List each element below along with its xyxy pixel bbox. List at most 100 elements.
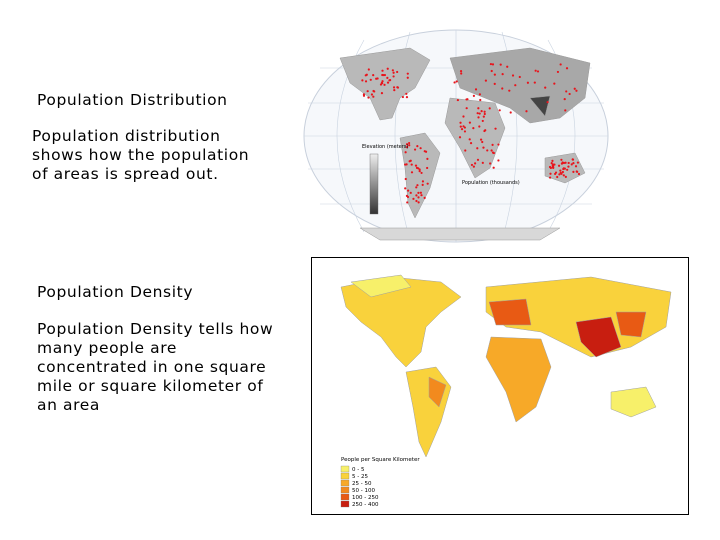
legend-label: 5 - 25 [352,474,368,480]
legend-swatch [340,465,350,473]
dot [415,194,418,197]
dot [472,165,475,168]
dot [509,111,512,114]
dot [459,70,463,73]
dot [468,121,472,124]
dot [550,162,553,165]
dot [417,167,420,170]
body-line: many people are [37,339,178,357]
dot [551,159,554,162]
dot [392,75,395,78]
dot [553,82,556,85]
dot [426,182,429,185]
dot [392,86,396,89]
dot [412,197,415,200]
dot [408,144,411,147]
dot [564,175,567,178]
dot [525,110,528,113]
dot [396,86,399,89]
dot [416,145,419,148]
dot [491,63,495,66]
dot [469,142,473,145]
dot [419,147,422,150]
legend-label: 50 - 100 [352,488,375,494]
dot [497,159,500,162]
dot [478,93,481,96]
legend-swatch [340,500,350,508]
dot [572,162,575,165]
dot [372,74,375,77]
dot [493,73,496,76]
dot [549,176,552,179]
dot [381,69,384,72]
density-map: People per Square Kilometer 0 - 55 - 252… [311,257,689,515]
body-line: Population Density tells how [37,320,274,338]
dot [534,69,537,72]
dot [559,63,562,66]
legend-label: 0 - 5 [352,467,365,473]
dot [568,92,571,96]
dot [565,67,569,70]
body: Population distribution shows how the po… [32,127,249,184]
dot [564,109,567,112]
dot [570,163,573,166]
dot [386,81,390,84]
dot [551,165,554,169]
dot [421,180,425,183]
dot [483,110,486,113]
dot [558,173,561,176]
dot [474,88,478,91]
dot [426,166,429,170]
heading: Population Distribution [37,91,228,109]
dot [536,70,540,73]
dot [499,63,502,66]
dot [408,160,411,163]
dot [476,112,479,115]
legend-swatch [340,472,350,480]
dot [479,138,483,141]
body: Population Density tells how many people… [37,320,273,415]
dot [575,89,578,92]
dot [482,115,485,118]
dot [466,98,469,101]
dot [460,128,464,131]
dot [382,73,385,77]
dot [419,191,422,194]
legend-label: 250 - 400 [352,502,379,508]
dot [389,78,392,82]
dot [476,147,479,150]
body-line: mile or square kilometer of [37,377,264,395]
dot [362,94,366,97]
dot [421,183,424,186]
dot [574,165,578,168]
dot [418,170,421,173]
dot [493,82,496,85]
dot [372,95,375,98]
dot [406,76,409,79]
dot [564,161,567,164]
dot [415,186,418,189]
dot [560,162,564,165]
dot [552,163,555,166]
dot [490,69,493,73]
elevation-scale [369,153,379,215]
dot [498,109,501,112]
dot [459,121,462,124]
dot [561,170,564,174]
dot [481,119,484,123]
dot [381,80,384,83]
dot [576,161,580,164]
dot [417,191,420,194]
dot [508,89,511,92]
dot [491,143,494,146]
dot [518,75,521,79]
dot [563,97,566,101]
dot [420,171,423,175]
dot [405,95,409,99]
dot [571,158,575,161]
dot [533,81,536,84]
dot [391,69,394,72]
dot [401,95,405,99]
dot [567,165,570,168]
